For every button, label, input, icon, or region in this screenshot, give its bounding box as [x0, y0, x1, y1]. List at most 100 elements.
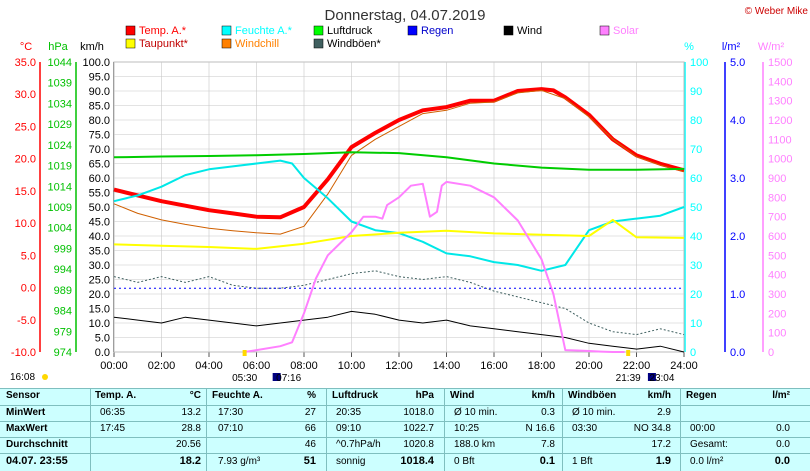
x-tick-label: 20:00 [575, 360, 603, 372]
legend-swatch [221, 25, 232, 36]
max-hum-value: 66 [304, 423, 316, 434]
y-tick-label-pressure: 1034 [48, 98, 72, 110]
y-tick-label-wind: 75.0 [89, 130, 110, 142]
legend-label: Taupunkt* [139, 38, 189, 50]
sunrise-icon [242, 350, 247, 356]
current-rain-value: 0.0 [774, 455, 790, 467]
max-label: MaxWert [6, 423, 48, 434]
x-tick-label: 18:00 [528, 360, 556, 372]
max-gust-time: 03:30 [572, 423, 598, 434]
y-tick-label-solar: 1400 [768, 76, 792, 88]
max-press-time: 09:10 [336, 423, 362, 434]
moonset-icon [647, 373, 656, 381]
current-hum-value: 51 [303, 455, 316, 467]
header-temp: Temp. A. [95, 390, 137, 401]
table-row-current: 04.07. 23:55 18.2 7.93 g/m³ 51 sonnig 10… [0, 454, 810, 470]
legend-label: Wind [517, 25, 542, 37]
table-header-row: Sensor Temp. A. °C Feuchte A. % Luftdruc… [0, 388, 810, 404]
y-tick-label-solar: 1500 [768, 57, 792, 69]
col-sep [680, 388, 681, 471]
legend-swatch [503, 25, 514, 36]
x-tick-label: 24:00 [670, 360, 698, 372]
y-tick-label-temp: 10.0 [15, 218, 36, 230]
max-hum-time: 07:10 [218, 423, 244, 434]
current-label: 04.07. 23:55 [6, 455, 68, 467]
x-tick-label: 06:00 [243, 360, 271, 372]
legend-swatch [125, 25, 136, 36]
y-tick-label-temp: 5.0 [21, 250, 36, 262]
x-tick-label: 08:00 [290, 360, 318, 372]
header-rain-unit: l/m² [772, 390, 790, 401]
y-tick-label-temp: 35.0 [15, 57, 36, 69]
y-tick-label-pressure: 984 [54, 306, 72, 318]
min-hum-time: 17:30 [218, 407, 244, 418]
series-line [113, 89, 685, 235]
header-hum-unit: % [307, 390, 316, 401]
y-tick-label-temp: 30.0 [15, 89, 36, 101]
time-label: 16:08 [10, 372, 35, 383]
y-tick-label-wind: 10.0 [89, 318, 110, 330]
y-tick-label-temp: 15.0 [15, 186, 36, 198]
legend-swatch [407, 25, 418, 36]
x-tick-label: 16:00 [480, 360, 508, 372]
avg-rain-label: Gesamt: [690, 439, 728, 450]
avg-press-value: 1020.8 [403, 439, 434, 450]
axis-unit-rain: l/m² [722, 41, 741, 53]
legend-label: Solar [613, 25, 639, 37]
plot-area [113, 61, 685, 353]
current-gust-value: 1.9 [655, 455, 671, 467]
y-tick-label-pressure: 1044 [48, 57, 72, 69]
y-tick-label-wind: 5.0 [95, 333, 110, 345]
y-tick-label-solar: 900 [768, 173, 786, 185]
col-sep [206, 388, 207, 471]
x-tick-label: 02:00 [148, 360, 176, 372]
y-tick-label-humidity: 80 [690, 115, 702, 127]
y-tick-label-solar: 0 [768, 347, 774, 359]
max-temp-value: 28.8 [181, 423, 201, 434]
col-sep [562, 388, 563, 471]
y-tick-label-rain: 4.0 [730, 115, 745, 127]
y-tick-label-wind: 85.0 [89, 101, 110, 113]
max-temp-time: 17:45 [100, 423, 126, 434]
legend-swatch [313, 38, 324, 49]
avg-wind-value: 7.8 [541, 439, 555, 450]
x-tick-label: 04:00 [195, 360, 223, 372]
y-tick-label-pressure: 989 [54, 285, 72, 297]
min-gust-avg: Ø 10 min. [572, 407, 616, 418]
y-tick-label-wind: 100.0 [82, 57, 110, 69]
moonset-label: 23:04 [649, 373, 674, 384]
current-weather: sonnig [336, 456, 366, 467]
y-tick-label-solar: 1100 [768, 134, 792, 146]
y-tick-label-solar: 300 [768, 289, 786, 301]
y-tick-label-pressure: 1004 [48, 223, 72, 235]
legend-swatch [599, 25, 610, 36]
y-tick-label-rain: 5.0 [730, 57, 745, 69]
y-tick-label-wind: 50.0 [89, 202, 110, 214]
avg-hum-value: 46 [304, 439, 316, 450]
y-tick-label-wind: 25.0 [89, 275, 110, 287]
stats-table: Sensor Temp. A. °C Feuchte A. % Luftdruc… [0, 388, 810, 471]
y-tick-label-rain: 0.0 [730, 347, 745, 359]
y-tick-label-solar: 600 [768, 231, 786, 243]
current-gust-bft: 1 Bft [572, 456, 593, 467]
min-press-value: 1018.0 [403, 407, 434, 418]
y-tick-label-solar: 200 [768, 308, 786, 320]
sunset-icon [626, 350, 631, 356]
min-press-time: 20:35 [336, 407, 362, 418]
weather-chart: Donnerstag, 04.07.2019 © Weber Mike Temp… [10, 6, 808, 384]
y-tick-label-humidity: 90 [690, 86, 702, 98]
min-hum-value: 27 [304, 407, 316, 418]
y-tick-label-pressure: 1039 [48, 78, 72, 90]
series-line [244, 180, 625, 353]
y-tick-label-wind: 90.0 [89, 86, 110, 98]
chart-title: Donnerstag, 04.07.2019 [325, 7, 486, 24]
legend-label: Regen [421, 25, 453, 37]
avg-press-trend: ^0.7hPa/h [336, 439, 381, 450]
y-tick-label-pressure: 979 [54, 326, 72, 338]
y-tick-label-solar: 1200 [768, 115, 792, 127]
min-wind-avg: Ø 10 min. [454, 407, 498, 418]
series-line [113, 218, 685, 250]
y-tick-label-humidity: 40 [690, 231, 702, 243]
legend-swatch [221, 38, 232, 49]
sun-dot [42, 374, 48, 380]
